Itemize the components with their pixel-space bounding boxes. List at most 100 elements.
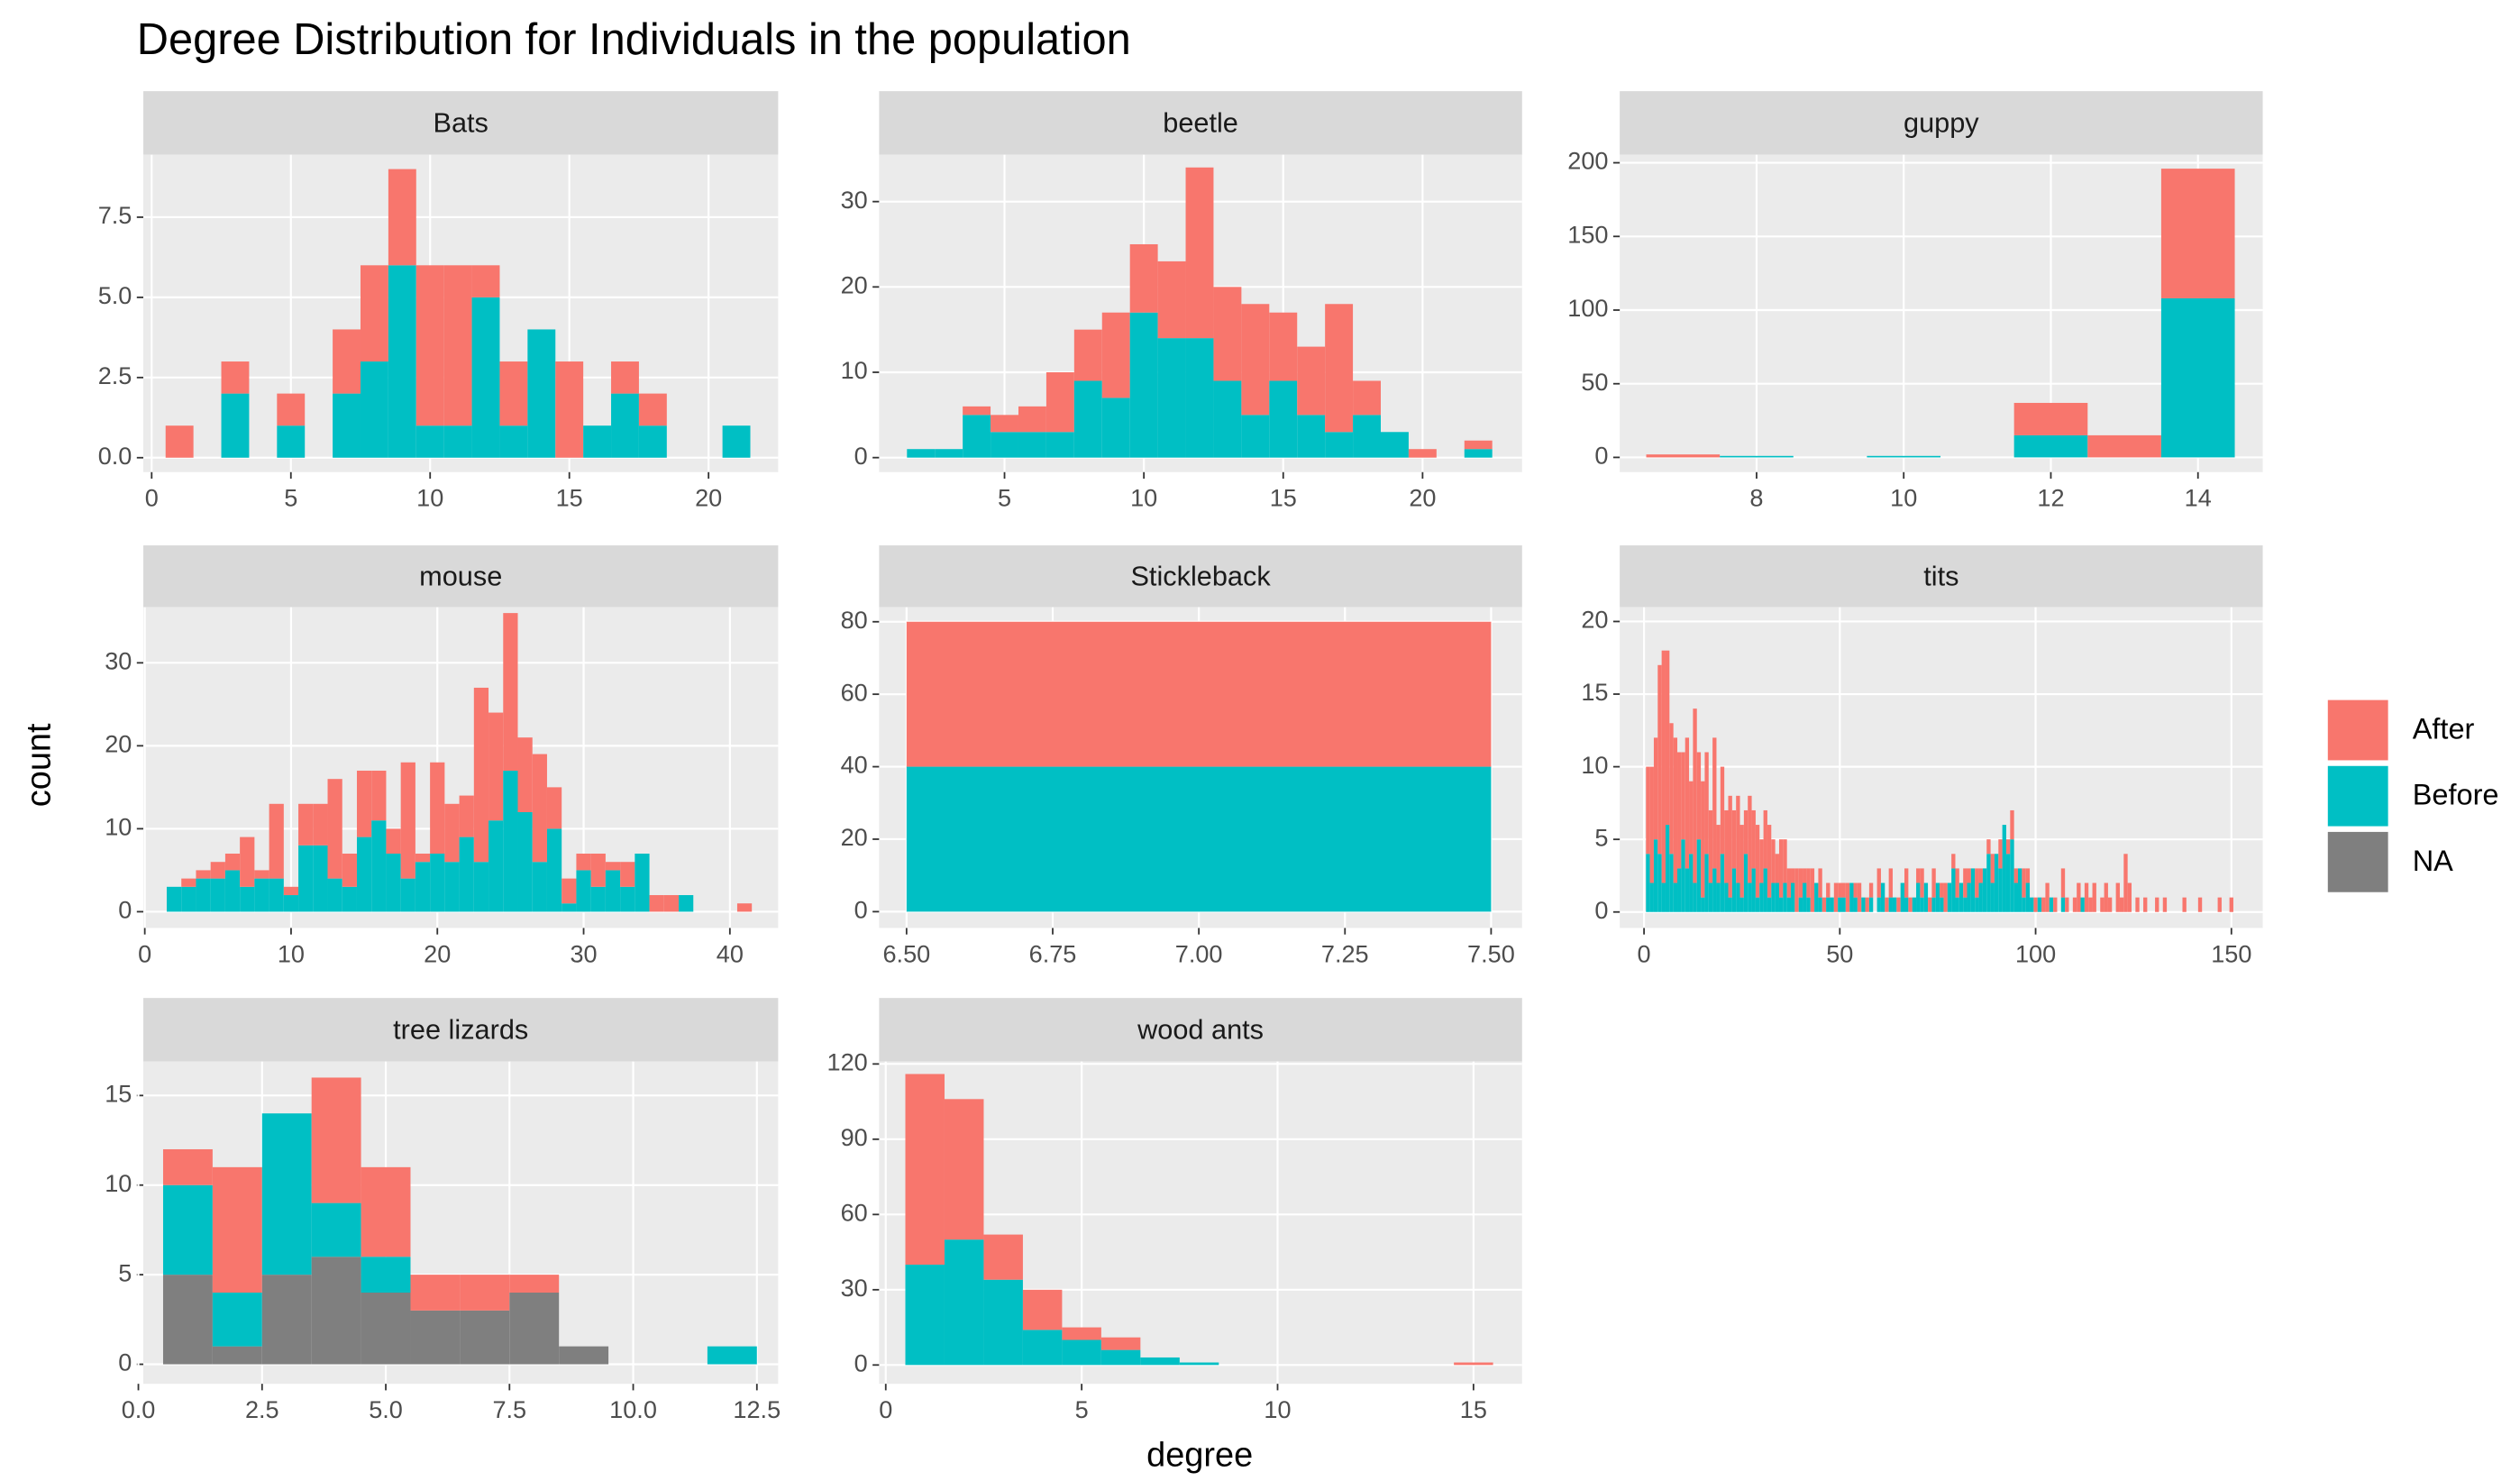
bar-segment [963,415,991,458]
y-tick-label: 0 [854,1348,868,1376]
bar-segment [277,425,306,458]
x-tick-label: 0 [145,484,159,512]
y-tick-label: 5 [118,1258,132,1286]
bar-segment [1157,338,1186,458]
bar-segment [283,886,299,896]
bar-segment [1669,854,1674,912]
x-tick-label: 7.5 [492,1395,526,1423]
y-tick-label: 30 [105,646,132,674]
bar-segment [1853,882,1858,898]
bar-segment [1771,839,1776,883]
bar-segment [605,862,621,871]
bar-segment [1720,766,1725,855]
bar-segment [1998,868,2003,912]
bar-segment [1900,882,1905,912]
bar-segment [1101,398,1130,458]
x-tick-label: 30 [570,939,597,967]
bar-segment [1908,897,1913,912]
bar-segment [1826,882,1831,898]
bar-segment [2033,897,2038,912]
bar-segment [2155,897,2159,912]
bar-segment [254,870,269,879]
x-tick-label: 10 [1130,484,1157,512]
legend-key [2327,765,2388,827]
bar-segment [1241,415,1270,458]
bar-segment [559,1346,609,1365]
bar-segment [1657,854,1662,912]
facet: guppy 0 50 100 150 200 8 10 12 14 [1567,91,2263,512]
bar-segment [1928,897,1932,912]
strip [1620,545,2263,608]
y-tick-label: 15 [1581,678,1608,706]
bar-segment [1022,1289,1063,1330]
bar-segment [638,393,667,426]
bar-segment [649,895,664,912]
x-tick-label: 20 [695,484,722,512]
bar-segment [1704,854,1709,912]
y-tick-label: 0 [118,1348,132,1376]
bar-segment [333,329,361,394]
bar-segment [1653,839,1658,912]
bar-segment [1826,897,1831,912]
legend-label: NA [2413,845,2453,877]
bar-segment [1876,868,1881,898]
bar-segment [1353,380,1381,416]
bar-segment [1803,882,1807,912]
bar-segment [356,836,372,912]
bar-segment [1986,839,1991,855]
bar-segment [1791,882,1795,912]
bar-segment [410,1275,461,1311]
x-tick-label: 7.00 [1175,939,1223,967]
bar-segment [298,845,314,912]
y-tick-label: 50 [1581,368,1608,396]
bar-segment [635,854,650,912]
bar-segment [499,425,528,458]
bar-segment [562,903,577,912]
bar-segment [1681,752,1685,840]
bar-segment [1696,839,1702,912]
bar-segment [1970,868,1976,912]
bar-segment [1464,449,1493,458]
bar-segment [503,613,518,771]
bar-segment [2107,897,2113,912]
bar-segment [1665,650,1670,826]
bar-segment [1689,854,1694,912]
bar-segment [2135,897,2140,912]
bar-segment [1646,454,1721,458]
bar-segment [1810,868,1815,912]
bar-segment [181,886,196,912]
strip-label: mouse [419,560,502,591]
bar-segment [1994,854,1999,912]
bar-segment [1975,868,1979,898]
bar-segment [583,425,612,458]
bar-segment [415,265,444,426]
bar-segment [935,449,963,458]
bar-segment [1736,795,1740,883]
bar-segment [1739,897,1744,912]
bar-segment [1767,897,1772,912]
bar-segment [503,770,518,912]
bar-segment [386,828,401,855]
bar-segment [532,754,547,863]
bar-segment [1720,854,1725,912]
bar-segment [1708,809,1713,883]
chart-title: Degree Distribution for Individuals in t… [137,15,1131,64]
bar-segment [2010,839,2014,912]
bar-segment [1775,882,1779,912]
facet: tree lizards 0 5 10 15 0.0 2.5 5.0 7.5 10.0 12.5 [105,998,781,1423]
bar-segment [361,1166,411,1257]
strip [879,91,1522,155]
bar-segment [1885,897,1889,912]
bar-segment [1649,766,1654,883]
bar-segment [2022,897,2026,912]
x-tick-label: 20 [424,939,451,967]
bar-segment [212,1292,262,1347]
bar-segment [983,1234,1023,1280]
bar-segment [2072,897,2077,912]
bar-segment [1297,346,1326,416]
bar-segment [471,265,500,297]
bar-segment [2053,897,2058,912]
bar-segment [611,361,639,394]
bar-segment [1297,415,1326,458]
